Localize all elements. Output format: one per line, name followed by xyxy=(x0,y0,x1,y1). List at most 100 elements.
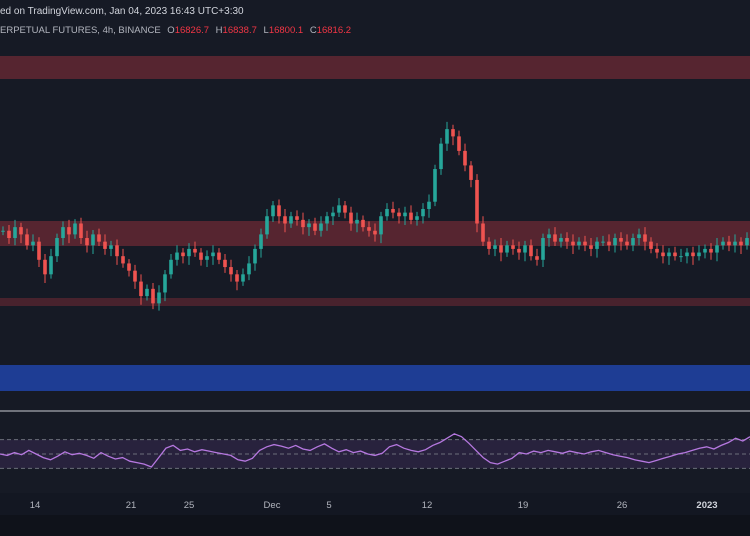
x-tick-label: 21 xyxy=(126,500,137,511)
candle-up xyxy=(211,252,215,257)
candle-up xyxy=(745,238,749,246)
candle-up xyxy=(721,241,725,246)
candle-down xyxy=(475,179,479,224)
candle-up xyxy=(187,248,191,257)
candle-down xyxy=(313,223,317,231)
candle-up xyxy=(379,216,383,235)
candle-down xyxy=(625,241,629,246)
candle-down xyxy=(349,212,353,224)
x-tick-label: 19 xyxy=(518,500,529,511)
candle-down xyxy=(691,252,695,257)
candle-down xyxy=(409,212,413,220)
open-label: O xyxy=(167,25,175,36)
candle-up xyxy=(637,234,641,239)
candle-up xyxy=(505,245,509,253)
candle-up xyxy=(433,169,437,202)
candle-up xyxy=(631,238,635,246)
candle-down xyxy=(565,238,569,242)
resistance-line-zone xyxy=(0,298,750,306)
candle-down xyxy=(727,241,731,246)
candle-up xyxy=(271,205,275,217)
candle-down xyxy=(295,216,299,220)
rsi-line xyxy=(0,433,750,468)
high-label: H xyxy=(215,25,223,36)
candle-up xyxy=(355,219,359,224)
candle-up xyxy=(445,129,449,144)
candle-up xyxy=(241,274,245,282)
candle-up xyxy=(289,216,293,224)
candle-up xyxy=(559,238,563,242)
candle-up xyxy=(427,201,431,209)
candle-down xyxy=(367,227,371,231)
candle-up xyxy=(31,241,35,246)
candle-up xyxy=(13,227,17,239)
candle-down xyxy=(655,248,659,253)
candle-up xyxy=(715,245,719,253)
candle-up xyxy=(73,223,77,235)
candle-down xyxy=(397,212,401,217)
candle-up xyxy=(169,259,173,275)
candle-up xyxy=(595,241,599,249)
candle-up xyxy=(439,143,443,170)
candle-down xyxy=(709,248,713,253)
candle-up xyxy=(541,238,545,260)
candle-up xyxy=(421,208,425,217)
candle-down xyxy=(103,241,107,249)
candle-up xyxy=(205,256,209,260)
candle-up xyxy=(685,252,689,257)
candle-down xyxy=(19,227,23,235)
x-tick-label: 5 xyxy=(326,500,331,511)
candle-down xyxy=(133,270,137,282)
candle-up xyxy=(1,230,5,232)
price-chart[interactable] xyxy=(0,0,750,493)
candle-down xyxy=(457,136,461,151)
candle-down xyxy=(139,281,143,297)
candle-down xyxy=(151,288,155,304)
candle-down xyxy=(589,245,593,249)
candle-down xyxy=(739,241,743,246)
low-value: 16800.1 xyxy=(268,25,304,36)
candle-up xyxy=(49,256,53,275)
candle-down xyxy=(487,241,491,249)
time-axis[interactable]: 14 21 25 Dec 5 12 19 26 2023 xyxy=(0,493,750,515)
candle-down xyxy=(529,245,533,257)
candle-up xyxy=(145,288,149,297)
candle-up xyxy=(163,274,167,293)
candle-down xyxy=(67,227,71,235)
open-value: 16826.7 xyxy=(174,25,210,36)
candle-up xyxy=(307,223,311,228)
candle-up xyxy=(247,263,251,275)
candle-up xyxy=(493,245,497,249)
candle-down xyxy=(229,267,233,275)
candle-up xyxy=(253,248,257,264)
symbol-ohlc-line: ERPETUAL FUTURES, 4h, BINANCE O16826.7 H… xyxy=(0,25,351,36)
bottom-strip xyxy=(0,515,750,536)
candle-up xyxy=(91,234,95,246)
support-zone xyxy=(0,365,750,391)
candle-up xyxy=(415,216,419,220)
candle-down xyxy=(301,219,305,228)
candle-up xyxy=(331,212,335,217)
close-value: 16816.2 xyxy=(316,25,352,36)
candle-down xyxy=(277,205,281,217)
candle-up xyxy=(109,245,113,249)
candle-down xyxy=(451,129,455,137)
candle-down xyxy=(37,241,41,260)
candle-down xyxy=(373,230,377,235)
candle-up xyxy=(703,248,707,253)
candle-up xyxy=(385,208,389,217)
candle-down xyxy=(607,241,611,246)
candle-down xyxy=(283,216,287,224)
candle-up xyxy=(523,245,527,253)
resistance-zone xyxy=(0,56,750,79)
candle-up xyxy=(55,238,59,257)
candle-down xyxy=(343,205,347,213)
candle-down xyxy=(511,245,515,249)
candle-down xyxy=(463,150,467,166)
candle-up xyxy=(337,205,341,213)
candle-up xyxy=(265,216,269,235)
low-label: L xyxy=(263,25,269,36)
candle-up xyxy=(157,292,161,304)
candle-up xyxy=(403,212,407,217)
candle-up xyxy=(679,256,683,258)
